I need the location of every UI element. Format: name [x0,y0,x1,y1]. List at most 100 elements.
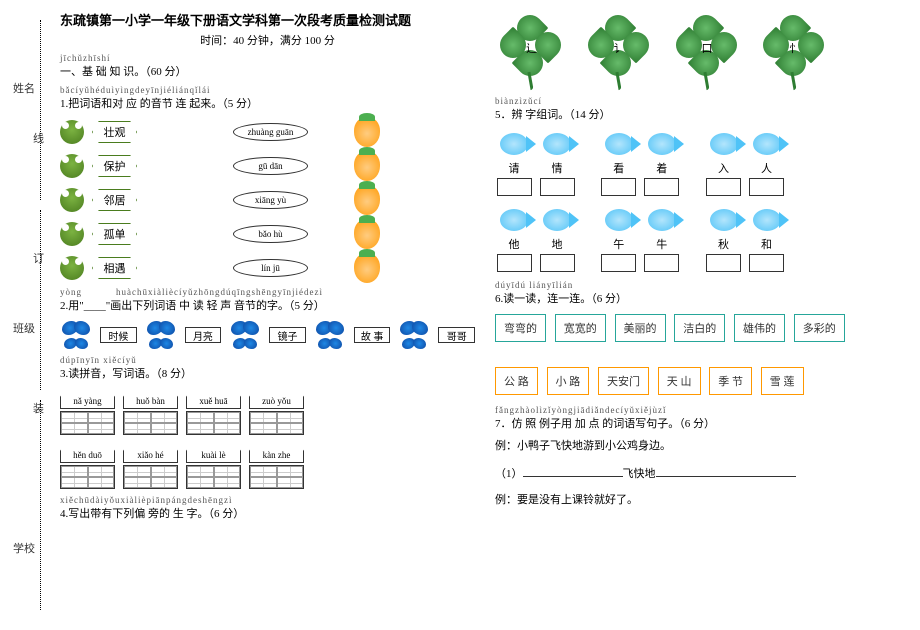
char: 午 [613,236,624,252]
write-grid[interactable] [249,411,304,435]
section-5: 5．辨 字组词。（14 分） [495,106,910,122]
example-2: 例：要是没有上课铃就好了。 [495,491,910,507]
clover-icon: 辶 [495,10,565,85]
crown-pinyin: hěn duō [60,441,115,463]
write-grid[interactable] [249,465,304,489]
section-2: 2.用"____"画出下列词语 中 读 轻 声 音节的字。（5 分） [60,297,475,313]
write-box[interactable] [540,178,575,196]
write-grid[interactable] [60,411,115,435]
pinyin: xiěchūdàiyǒuxiàlièpiānpángdeshēngzì [60,495,475,505]
word-box: 弯弯的 [495,314,546,342]
dots [40,210,41,390]
fish-group: 秋和 [705,204,789,272]
word-hex: 孤单 [92,223,137,245]
binding-margin: 姓名 线 订 班级 装 学校 [5,0,55,630]
write-box[interactable] [601,178,636,196]
word-box: 雪 莲 [761,367,804,395]
section-7: 7．仿 照 例子用 加 点 的词语写句子。（6 分） [495,415,910,431]
word-box: 雄伟的 [734,314,785,342]
clover-icon: 口 [671,10,741,85]
pinyin: dúyīdú liányīlián [495,280,910,290]
content: 东疏镇第一小学一年级下册语文学科第一次段考质量检测试题 时间：40 分钟，满分 … [60,10,910,527]
write-grid[interactable] [186,411,241,435]
write-grid[interactable] [123,411,178,435]
word-box: 时候 [100,327,137,343]
crown-item: kàn zhe [249,441,304,491]
fish-group: 看着 [600,128,684,196]
fish-icon [600,128,638,160]
crown-item: xuě huā [186,387,241,437]
exam-title: 东疏镇第一小学一年级下册语文学科第一次段考质量检测试题 [60,10,475,29]
pinyin-oval: bǎo hù [233,225,308,243]
fill-blank[interactable] [523,463,623,477]
crown-item: hěn duō [60,441,115,491]
pinyin-oval: gū dān [233,157,308,175]
word-box: 季 节 [709,367,752,395]
fill-blank[interactable] [656,463,796,477]
crown-item: huǒ bàn [123,387,178,437]
word-hex: 壮观 [92,121,137,143]
fish-icon [705,204,743,236]
section-3: 3.读拼音，写词语。（8 分） [60,365,475,381]
butterfly-icon [60,319,92,351]
clover-row: 辶 讠 口 忄 [495,10,910,88]
word-hex: 保护 [92,155,137,177]
fish-icon [705,128,743,160]
char: 情 [552,160,563,176]
crown-item: zuò yǒu [249,387,304,437]
crown-item: kuài lè [186,441,241,491]
char: 看 [613,160,624,176]
word-box: 美丽的 [615,314,666,342]
crown-row: hěn duō xiǎo hé kuài lè kàn zhe [60,441,475,491]
word-box: 故 事 [354,327,391,343]
write-grid[interactable] [186,465,241,489]
left-column: 东疏镇第一小学一年级下册语文学科第一次段考质量检测试题 时间：40 分钟，满分 … [60,10,475,527]
write-box[interactable] [706,254,741,272]
write-box[interactable] [497,254,532,272]
word-row: 公 路 小 路 天安门 天 山 季 节 雪 莲 [495,367,910,395]
right-column: 辶 讠 口 忄 biànzìzǔcí 5．辨 字组词。（14 分） 请情 看着 … [495,10,910,527]
char: 入 [718,160,729,176]
exam-subtitle: 时间：40 分钟，满分 100 分 [60,32,475,48]
q1-row: 壮观 zhuàng guān [60,117,475,147]
write-box[interactable] [644,254,679,272]
dots [40,20,41,200]
write-box[interactable] [601,254,636,272]
pinyin-oval: lín jū [233,259,308,277]
mango-icon [354,253,380,283]
frog-icon [60,120,84,144]
write-box[interactable] [749,178,784,196]
write-box[interactable] [749,254,784,272]
pinyin-oval: zhuàng guān [233,123,308,141]
write-box[interactable] [706,178,741,196]
q1-row: 相遇lín jū [60,253,475,283]
butterfly-icon [314,319,346,351]
radical: 讠 [614,40,625,56]
char: 请 [509,160,520,176]
fish-row: 他地 午牛 秋和 [495,204,910,280]
crown-pinyin: zuò yǒu [249,387,304,409]
fish-icon [495,204,533,236]
word-box: 月亮 [185,327,222,343]
word-box: 哥哥 [438,327,475,343]
word-box: 天 山 [658,367,701,395]
write-grid[interactable] [123,465,178,489]
fish-icon [495,128,533,160]
crown-pinyin: nǎ yàng [60,387,115,409]
q1-row: 孤单 bǎo hù [60,219,475,249]
mango-icon [354,185,380,215]
write-box[interactable] [497,178,532,196]
crown-item: xiǎo hé [123,441,178,491]
word-box: 洁白的 [674,314,725,342]
write-box[interactable] [540,254,575,272]
word-row: 弯弯的 宽宽的 美丽的 洁白的 雄伟的 多彩的 [495,314,910,342]
char: 地 [552,236,563,252]
frog-icon [60,188,84,212]
pinyin: dúpīnyīn xiěcíyǔ [60,355,475,365]
word-box: 小 路 [547,367,590,395]
word-box: 多彩的 [794,314,845,342]
write-box[interactable] [644,178,679,196]
write-grid[interactable] [60,465,115,489]
mango-icon [354,219,380,249]
char: 他 [509,236,520,252]
